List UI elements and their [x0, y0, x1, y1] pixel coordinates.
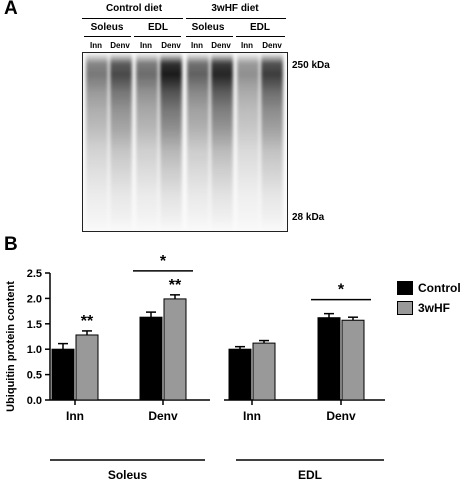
y-axis-label: Ubiquitin protein content: [5, 281, 17, 412]
legend-label-control: Control: [418, 281, 461, 295]
diet-underline-control: [82, 18, 183, 19]
blot-lane-4: [160, 53, 182, 231]
blot-lane-5: [187, 53, 209, 231]
muscle-group-label: EDL: [298, 468, 322, 482]
legend-item-control: Control: [397, 279, 461, 297]
lane-label-6: Denv: [211, 41, 231, 50]
lane-label-4: Denv: [161, 41, 181, 50]
lane-label-3: Inn: [140, 41, 152, 50]
diet-underline-3whf: [186, 18, 286, 19]
y-tick-label: 2.5: [27, 268, 42, 280]
panel-b-label: B: [4, 234, 18, 255]
diet-header-3whf: 3wHF diet: [211, 3, 259, 14]
significance-marker: **: [169, 277, 182, 294]
diet-header-control: Control diet: [105, 3, 163, 14]
legend-swatch-control: [397, 281, 413, 295]
lane-label-5: Inn: [191, 41, 203, 50]
lane-label-7: Inn: [241, 41, 253, 50]
marker-250kda: 250 kDa: [292, 60, 330, 71]
significance-marker: *: [160, 253, 167, 270]
western-blot-image: [82, 52, 288, 232]
bar-3whf: [163, 298, 187, 401]
bar-3whf: [341, 319, 365, 401]
y-tick-label: 2.0: [27, 293, 42, 305]
blot-lane-1: [86, 53, 108, 231]
legend-swatch-3whf: [397, 301, 413, 315]
muscle-underline-1: [84, 36, 131, 37]
y-tick-label: 1.0: [27, 344, 42, 356]
muscle-underline-3: [186, 36, 233, 37]
bar-control: [317, 317, 341, 401]
y-tick-label: 0.0: [27, 395, 42, 407]
muscle-header-soleus-control: Soleus: [90, 22, 124, 33]
bar-control: [139, 316, 163, 401]
significance-marker: *: [338, 282, 345, 299]
muscle-header-edl-3whf: EDL: [250, 22, 270, 33]
marker-28kda: 28 kDa: [292, 212, 325, 223]
blot-lane-6: [211, 53, 233, 231]
muscle-underline-4: [236, 36, 285, 37]
x-tick-label: Denv: [148, 409, 178, 423]
lane-label-2: Denv: [110, 41, 130, 50]
blot-lane-8: [261, 53, 283, 231]
panel-a-label: A: [4, 0, 18, 19]
bar-3whf: [252, 342, 276, 401]
bar-3whf: [75, 334, 99, 401]
significance-marker: **: [81, 313, 94, 330]
bar-control: [228, 348, 252, 401]
legend-label-3whf: 3wHF: [418, 301, 451, 315]
y-tick-label: 1.5: [27, 319, 42, 331]
blot-lane-2: [110, 53, 132, 231]
lane-label-8: Denv: [262, 41, 282, 50]
muscle-underline-2: [134, 36, 181, 37]
bar-control: [51, 348, 75, 401]
x-tick-label: Inn: [243, 409, 261, 423]
lane-label-1: Inn: [90, 41, 102, 50]
muscle-group-label: Soleus: [108, 468, 148, 482]
blot-lane-3: [136, 53, 158, 231]
muscle-header-soleus-3whf: Soleus: [191, 22, 225, 33]
x-tick-label: Inn: [66, 409, 84, 423]
blot-lane-7: [237, 53, 259, 231]
muscle-header-edl-control: EDL: [148, 22, 168, 33]
legend: Control 3wHF: [397, 279, 461, 317]
x-tick-label: Denv: [326, 409, 356, 423]
legend-item-3whf: 3wHF: [397, 299, 461, 317]
y-tick-label: 0.5: [27, 370, 42, 382]
